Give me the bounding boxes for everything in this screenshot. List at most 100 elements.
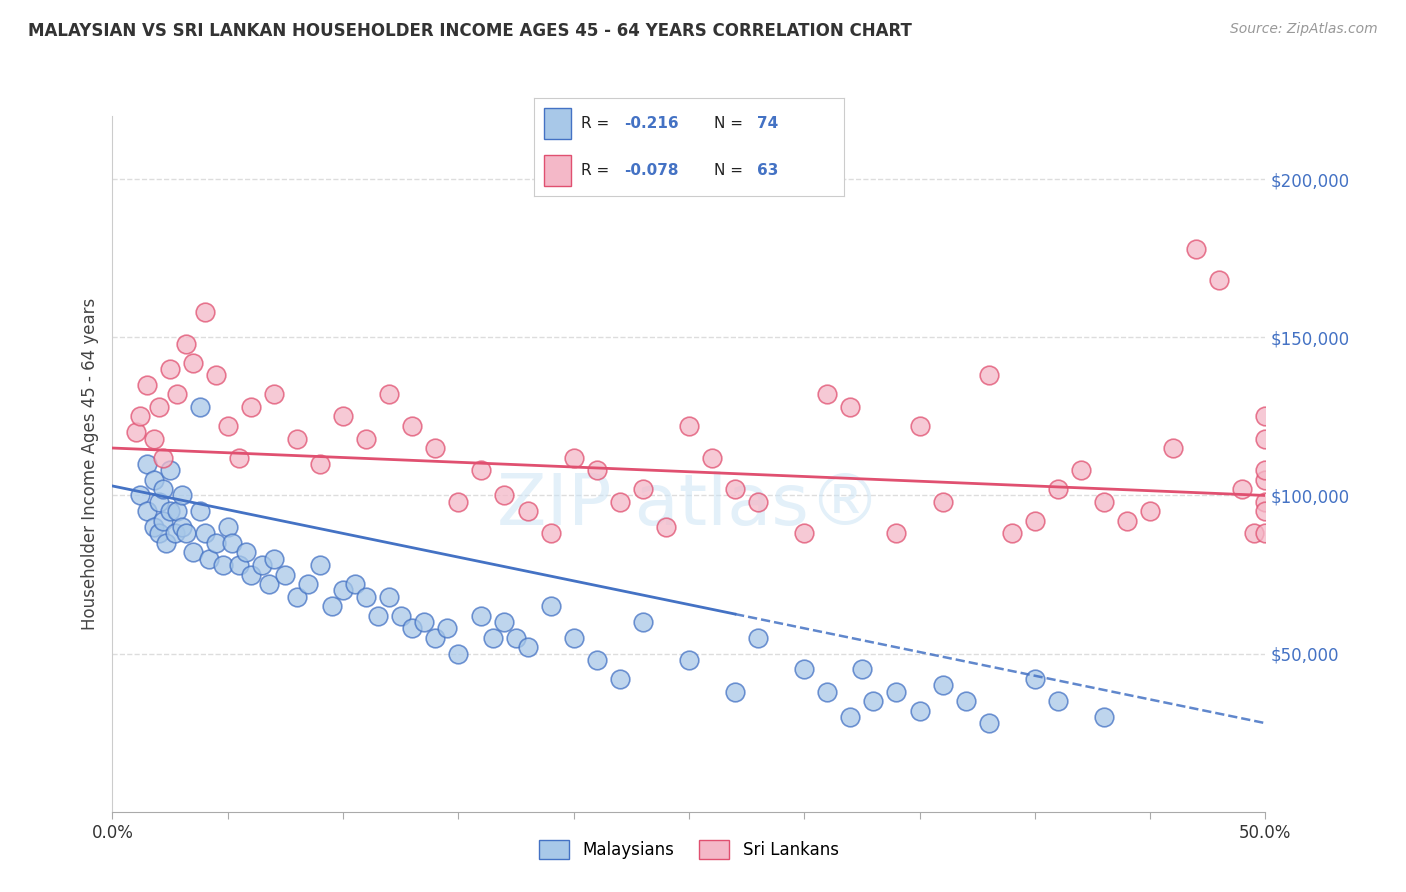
Point — [170, 520, 193, 534]
Point — [793, 662, 815, 676]
Text: R =: R = — [581, 116, 614, 131]
Point — [136, 377, 159, 392]
Point — [1046, 694, 1069, 708]
Point — [174, 526, 197, 541]
Point — [297, 577, 319, 591]
Point — [205, 368, 228, 383]
Point — [436, 621, 458, 635]
Point — [263, 551, 285, 566]
Point — [494, 615, 516, 629]
Text: -0.216: -0.216 — [624, 116, 679, 131]
Point — [212, 558, 235, 572]
Point — [793, 526, 815, 541]
Point — [1070, 463, 1092, 477]
Point — [159, 463, 181, 477]
Point — [1046, 482, 1069, 496]
Y-axis label: Householder Income Ages 45 - 64 years: Householder Income Ages 45 - 64 years — [80, 298, 98, 630]
Point — [217, 520, 239, 534]
Point — [862, 694, 884, 708]
Point — [1254, 504, 1277, 518]
Point — [152, 450, 174, 465]
Point — [163, 526, 186, 541]
Point — [159, 504, 181, 518]
Point — [1254, 526, 1277, 541]
Point — [239, 400, 262, 414]
Point — [1139, 504, 1161, 518]
Point — [482, 631, 505, 645]
Point — [274, 567, 297, 582]
Text: ZIP atlas®: ZIP atlas® — [496, 471, 882, 540]
Point — [815, 684, 838, 698]
Point — [1254, 463, 1277, 477]
Point — [540, 526, 562, 541]
Point — [309, 558, 332, 572]
Point — [217, 418, 239, 433]
Point — [1024, 672, 1046, 686]
Point — [516, 504, 538, 518]
Point — [585, 653, 607, 667]
Point — [1024, 514, 1046, 528]
Point — [285, 590, 308, 604]
Point — [1232, 482, 1254, 496]
Point — [194, 526, 217, 541]
Point — [886, 684, 908, 698]
Text: 74: 74 — [756, 116, 779, 131]
Point — [470, 608, 492, 623]
Point — [747, 495, 769, 509]
Point — [181, 545, 204, 559]
Point — [447, 647, 470, 661]
Point — [540, 599, 562, 614]
Point — [977, 368, 1000, 383]
Point — [908, 418, 931, 433]
Point — [148, 495, 170, 509]
Point — [239, 567, 262, 582]
Point — [235, 545, 257, 559]
Point — [252, 558, 274, 572]
Point — [228, 450, 250, 465]
Point — [1208, 273, 1230, 287]
Bar — [544, 108, 571, 139]
Point — [148, 400, 170, 414]
Point — [136, 457, 159, 471]
Point — [343, 577, 366, 591]
Point — [181, 356, 204, 370]
Point — [931, 495, 953, 509]
Point — [136, 504, 159, 518]
Point — [188, 400, 211, 414]
Text: 63: 63 — [756, 163, 779, 178]
Point — [1243, 526, 1265, 541]
Point — [839, 710, 862, 724]
Point — [1001, 526, 1024, 541]
Point — [332, 409, 354, 424]
Point — [609, 672, 631, 686]
Point — [678, 653, 700, 667]
Point — [155, 536, 177, 550]
Point — [228, 558, 250, 572]
Point — [174, 336, 197, 351]
Point — [148, 526, 170, 541]
Point — [562, 450, 585, 465]
Legend: Malaysians, Sri Lankans: Malaysians, Sri Lankans — [533, 833, 845, 866]
Text: -0.078: -0.078 — [624, 163, 679, 178]
Point — [221, 536, 243, 550]
Point — [447, 495, 470, 509]
Point — [494, 488, 516, 502]
Point — [425, 441, 447, 455]
Point — [401, 621, 423, 635]
Point — [263, 387, 285, 401]
Point — [170, 488, 193, 502]
Point — [412, 615, 434, 629]
Point — [678, 418, 700, 433]
Point — [585, 463, 607, 477]
Bar — [544, 155, 571, 186]
Point — [354, 432, 377, 446]
Text: MALAYSIAN VS SRI LANKAN HOUSEHOLDER INCOME AGES 45 - 64 YEARS CORRELATION CHART: MALAYSIAN VS SRI LANKAN HOUSEHOLDER INCO… — [28, 22, 912, 40]
Point — [631, 482, 654, 496]
Point — [1161, 441, 1184, 455]
Point — [354, 590, 377, 604]
Point — [815, 387, 838, 401]
Text: N =: N = — [714, 163, 748, 178]
Point — [309, 457, 332, 471]
Point — [851, 662, 873, 676]
Point — [700, 450, 723, 465]
